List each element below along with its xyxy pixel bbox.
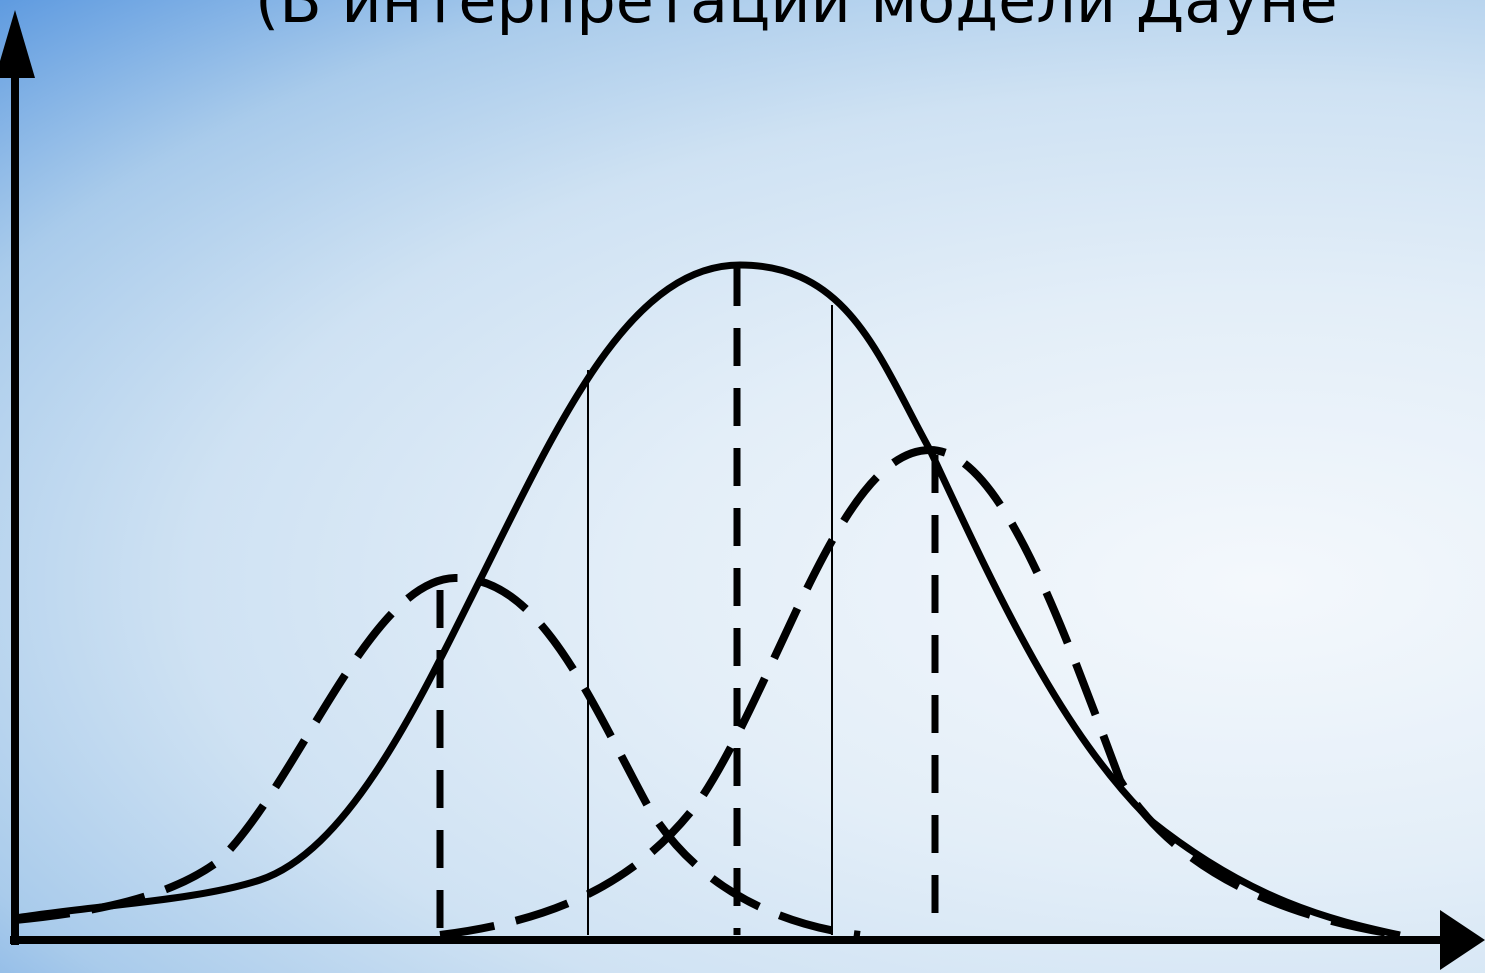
slide-title: (В интерпретации модели Дауне xyxy=(255,0,1338,37)
y-axis-arrow xyxy=(0,10,35,78)
total-curve xyxy=(14,261,1401,939)
x-axis-arrow xyxy=(1440,910,1485,970)
right-curve xyxy=(439,445,1401,939)
left-curve xyxy=(14,573,861,939)
